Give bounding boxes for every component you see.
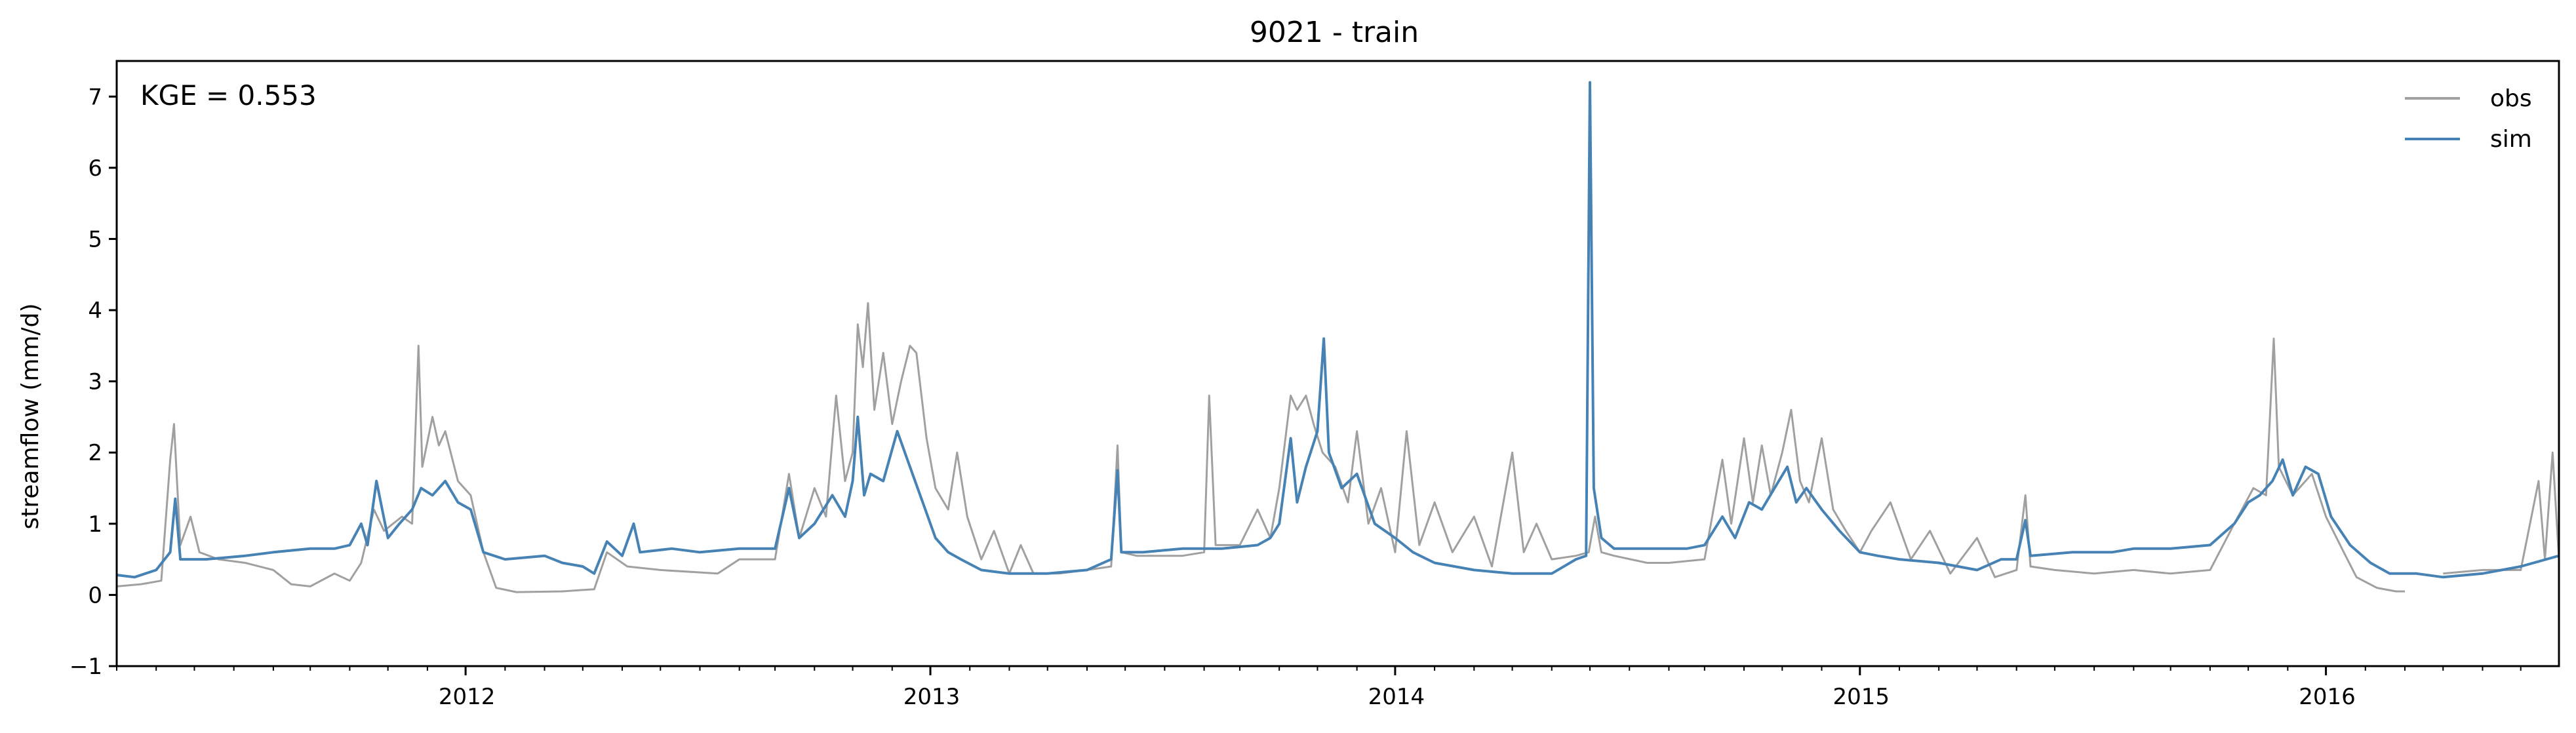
legend-sim-label: sim [2490, 126, 2532, 153]
axes-frame [115, 60, 2560, 667]
x-tick-label: 2016 [2299, 684, 2356, 710]
plot-area [116, 81, 2560, 593]
x-tick-label: 2012 [439, 684, 496, 710]
y-tick-label: 4 [88, 298, 102, 324]
y-tick-label: 2 [88, 440, 102, 466]
legend: obs sim [2405, 85, 2532, 153]
series-line-obs [2443, 451, 2560, 575]
x-tick-label: 2014 [1368, 684, 1425, 710]
y-tick-label: 3 [88, 369, 102, 395]
series-line-sim [116, 81, 2560, 579]
y-tick-label: 0 [88, 582, 102, 608]
y-tick-label: 6 [88, 155, 102, 182]
series-line-obs [116, 302, 2405, 593]
y-tick-label: −1 [69, 654, 102, 680]
y-tick-label: 1 [88, 511, 102, 538]
chart-title: 9021 - train [1250, 16, 1419, 49]
kge-annotation: KGE = 0.553 [140, 79, 317, 111]
y-axis-label: streamflow (mm/d) [17, 304, 44, 530]
x-tick-label: 2013 [903, 684, 961, 710]
y-tick-label: 7 [88, 84, 102, 110]
legend-obs-label: obs [2490, 85, 2532, 112]
y-tick-label: 5 [88, 226, 102, 252]
x-tick-label: 2015 [1833, 684, 1890, 710]
